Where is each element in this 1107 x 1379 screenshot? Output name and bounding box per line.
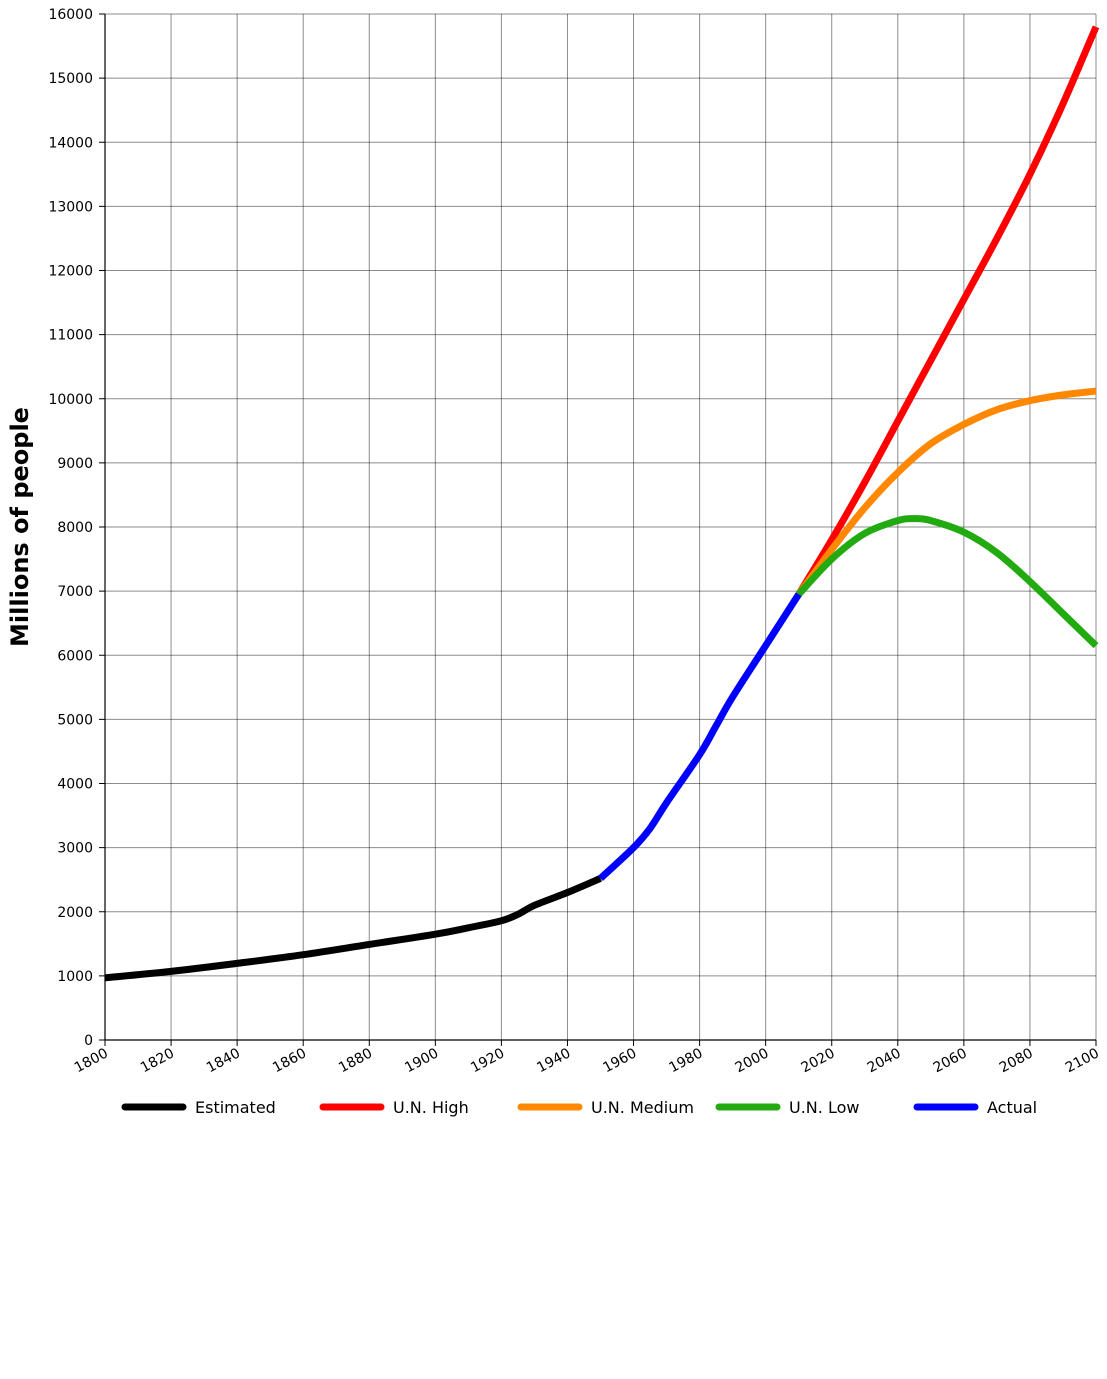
x-tick-label: 1960 xyxy=(600,1045,639,1076)
x-tick-label: 2080 xyxy=(997,1045,1036,1076)
legend-item-actual: Actual xyxy=(917,1098,1037,1117)
y-tick-label: 8000 xyxy=(57,520,93,536)
y-tick-label: 7000 xyxy=(57,584,93,600)
x-tick-labels: 1800 1820 1840 1860 1880 1900 1920 1940 1960 1980… xyxy=(72,1045,1102,1076)
y-tick-label: 16000 xyxy=(48,7,93,23)
x-tick-label: 1880 xyxy=(336,1045,375,1076)
x-tick-label: 2000 xyxy=(733,1045,772,1076)
legend-label: Estimated xyxy=(195,1098,276,1117)
y-tick-label: 6000 xyxy=(57,648,93,664)
x-tick-label: 2020 xyxy=(799,1045,838,1076)
legend-label: U.N. High xyxy=(393,1098,469,1117)
x-tick-label: 1920 xyxy=(468,1045,507,1076)
x-tick-label: 1980 xyxy=(666,1045,705,1076)
x-tick-label: 2060 xyxy=(931,1045,970,1076)
y-tick-label: 0 xyxy=(84,1033,93,1049)
y-tick-label: 10000 xyxy=(48,392,93,408)
legend-label: Actual xyxy=(987,1098,1037,1117)
y-tick-label: 3000 xyxy=(57,841,93,857)
y-tick-label: 12000 xyxy=(48,264,93,280)
y-axis-title: Millions of people xyxy=(6,407,34,647)
series-lines xyxy=(105,27,1096,978)
axes xyxy=(99,14,1096,1046)
series-line-u-n-high xyxy=(799,27,1096,595)
x-tick-label: 2040 xyxy=(865,1045,904,1076)
x-tick-label: 1840 xyxy=(204,1045,243,1076)
y-tick-label: 1000 xyxy=(57,969,93,985)
y-tick-label: 11000 xyxy=(48,328,93,344)
series-line-estimated xyxy=(105,878,601,977)
x-tick-label: 1860 xyxy=(270,1045,309,1076)
y-tick-labels: 0 1000 2000 3000 4000 5000 6000 7000 8000 9000 100… xyxy=(48,7,93,1049)
legend-label: U.N. Low xyxy=(789,1098,859,1117)
x-tick-label: 1800 xyxy=(72,1045,111,1076)
y-tick-label: 4000 xyxy=(57,777,93,793)
legend-item-estimated: Estimated xyxy=(125,1098,276,1117)
legend-label: U.N. Medium xyxy=(591,1098,694,1117)
y-tick-label: 5000 xyxy=(57,712,93,728)
legend-item-u-n-medium: U.N. Medium xyxy=(521,1098,694,1117)
legend-item-u-n-low: U.N. Low xyxy=(719,1098,859,1117)
y-tick-label: 14000 xyxy=(48,135,93,151)
x-tick-label: 2100 xyxy=(1063,1045,1102,1076)
legend: Estimated U.N. High U.N. Medium U.N. Low Act… xyxy=(125,1098,1037,1117)
y-tick-label: 2000 xyxy=(57,905,93,921)
x-tick-label: 1940 xyxy=(534,1045,573,1076)
x-tick-label: 1900 xyxy=(402,1045,441,1076)
legend-item-u-n-high: U.N. High xyxy=(323,1098,469,1117)
y-tick-label: 13000 xyxy=(48,199,93,215)
series-line-u-n-medium xyxy=(799,391,1096,594)
y-tick-label: 9000 xyxy=(57,456,93,472)
x-tick-label: 1820 xyxy=(138,1045,177,1076)
y-tick-label: 15000 xyxy=(48,71,93,87)
